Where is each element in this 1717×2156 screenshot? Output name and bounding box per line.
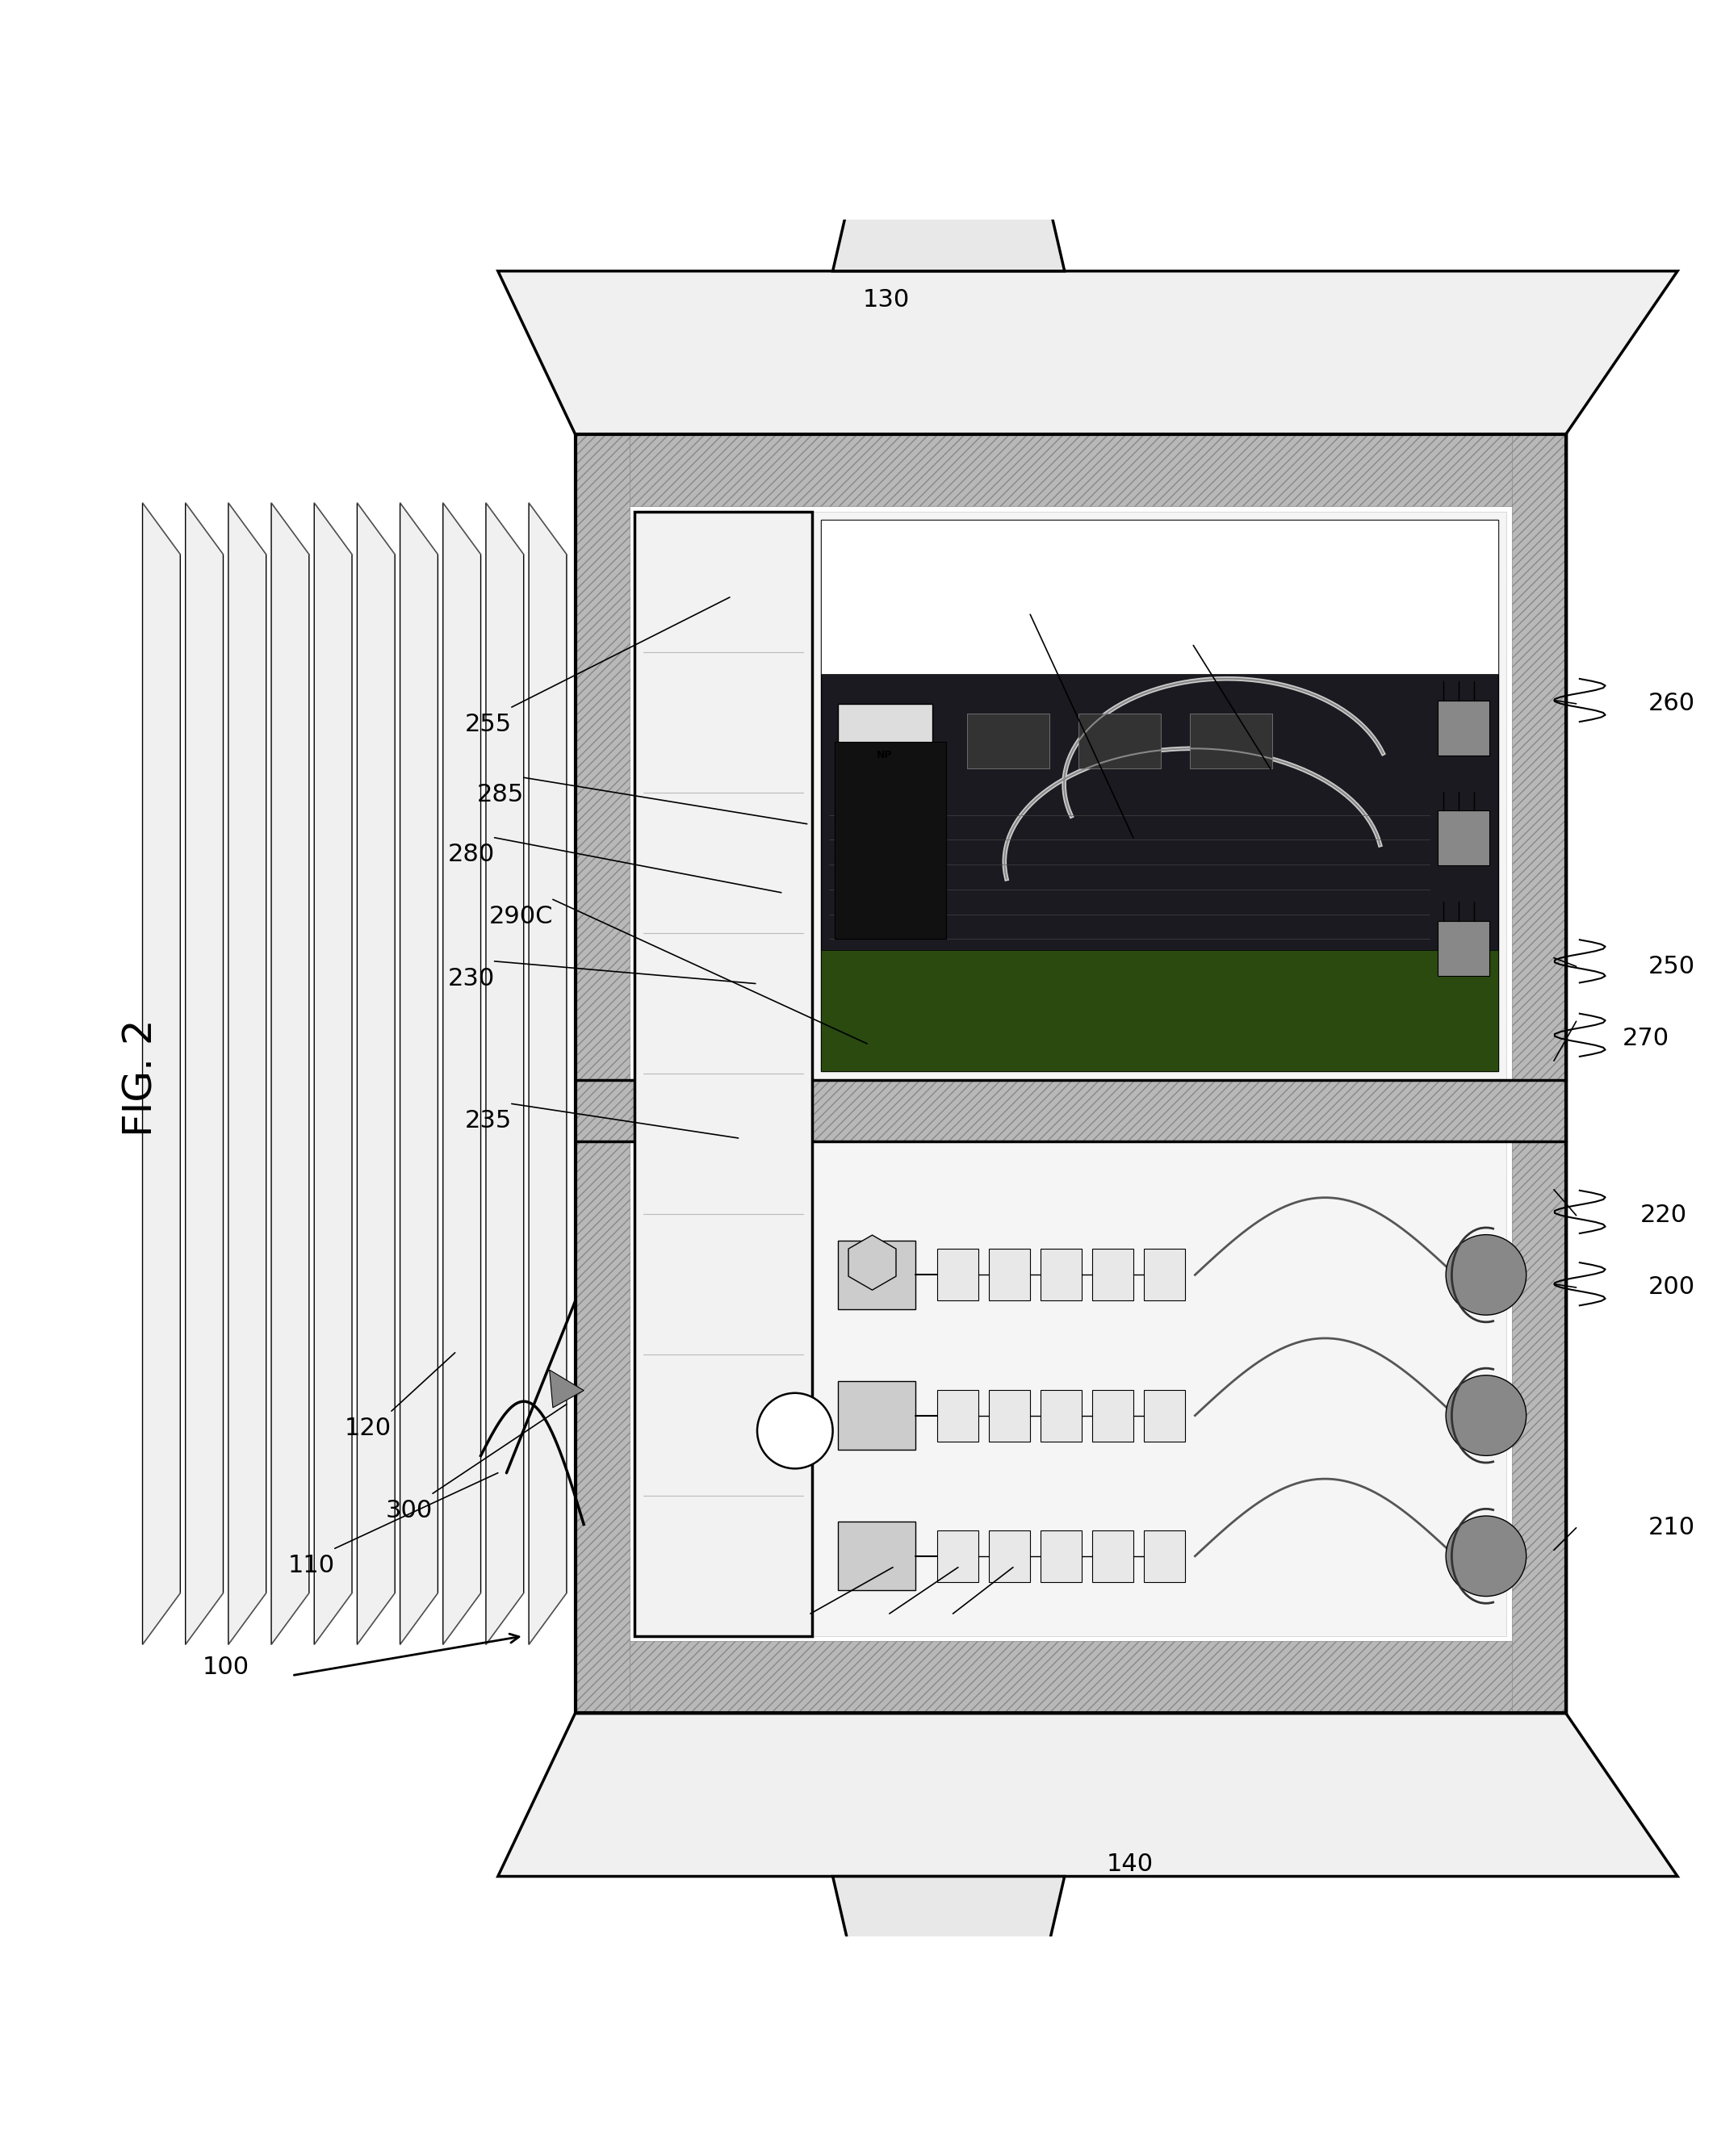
Polygon shape [271,502,309,1645]
Text: 100: 100 [203,1656,249,1680]
Bar [838,1240,915,1309]
Bar [1078,714,1161,768]
Text: 140: 140 [1106,1852,1154,1876]
Text: 255: 255 [465,714,512,735]
Circle shape [1446,1376,1526,1455]
Text: 300: 300 [386,1498,433,1522]
Polygon shape [833,160,1065,272]
Polygon shape [486,502,524,1645]
Bar [838,703,932,806]
Polygon shape [549,1369,584,1408]
Text: 290C: 290C [489,906,553,929]
Bar [1041,1391,1082,1440]
Bar [1144,1391,1185,1440]
Text: 240B: 240B [826,1619,889,1643]
Bar [989,1391,1030,1440]
Text: 240C: 240C [747,1619,810,1643]
Bar [838,1382,915,1449]
Polygon shape [185,502,223,1645]
Text: 110: 110 [288,1554,335,1578]
Bar [1092,1391,1133,1440]
Bar [1437,811,1490,865]
Bar [967,714,1049,768]
Polygon shape [357,502,395,1645]
Bar [937,1391,979,1440]
Bar [575,433,1566,507]
Bar [937,1248,979,1300]
Polygon shape [833,1876,1065,1988]
Bar [937,1531,979,1583]
Text: 230: 230 [448,966,494,990]
Bar [1092,1248,1133,1300]
Bar [575,433,630,1714]
Circle shape [757,1393,833,1468]
Bar [1144,1248,1185,1300]
Polygon shape [400,502,438,1645]
Bar [838,1522,915,1591]
Bar [1513,433,1566,1714]
Text: 200: 200 [1648,1276,1695,1300]
Bar [1190,714,1272,768]
Bar [1437,701,1490,755]
Circle shape [1446,1235,1526,1315]
Text: 290A: 290A [1130,651,1193,675]
Bar [1437,921,1490,977]
Bar [1041,1531,1082,1583]
Bar [989,1248,1030,1300]
Bar [1092,1531,1133,1583]
Bar [635,1141,1508,1636]
Bar [1144,1531,1185,1583]
Polygon shape [529,502,567,1645]
Text: 280: 280 [448,843,494,867]
Polygon shape [143,502,180,1645]
Bar [1041,1248,1082,1300]
Polygon shape [228,502,266,1645]
Text: 130: 130 [862,289,910,313]
Bar [821,951,1497,1072]
Bar [834,742,946,940]
Text: 120: 120 [345,1416,391,1440]
Polygon shape [498,1714,1678,1876]
Text: FIG. 2: FIG. 2 [122,1020,160,1136]
Bar [575,1641,1566,1714]
Polygon shape [443,502,481,1645]
Circle shape [1446,1516,1526,1595]
Text: 210: 210 [1648,1516,1695,1539]
Text: 220: 220 [1640,1203,1686,1227]
Bar [989,1531,1030,1583]
Polygon shape [498,272,1678,433]
Text: 260: 260 [1648,692,1695,716]
Text: 285: 285 [477,783,524,806]
Text: 235: 235 [465,1108,512,1132]
Bar [635,511,812,1636]
Bar [821,520,1497,675]
Text: 270: 270 [1623,1026,1669,1050]
Bar [575,433,1566,1714]
Polygon shape [314,502,352,1645]
Text: NP: NP [876,750,893,761]
Bar [635,511,1508,1080]
Bar [821,520,1497,1072]
Text: 240A: 240A [889,1619,953,1643]
Polygon shape [848,1235,896,1289]
Text: 290B: 290B [967,621,1030,642]
Text: 250: 250 [1648,955,1695,979]
Bar [575,1080,1566,1141]
Bar [575,433,1566,1714]
